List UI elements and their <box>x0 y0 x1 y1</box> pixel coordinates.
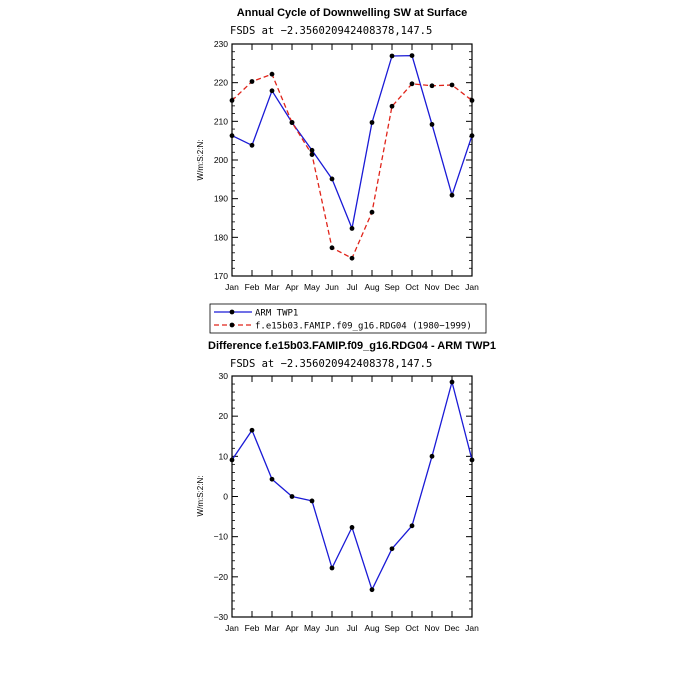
chart-1-series-1-point <box>389 53 395 59</box>
chart-2-y-tick-label: −20 <box>214 572 229 582</box>
chart-1-x-tick-label: Dec <box>444 282 460 292</box>
chart-2-series-1-point <box>389 546 395 552</box>
chart-1-series-2-point <box>409 81 415 87</box>
chart-1-series-2-point <box>289 120 295 125</box>
chart-1-series-2-point <box>249 79 255 84</box>
chart-1-series-2-point <box>429 83 435 89</box>
chart-1-x-tick-label: Nov <box>424 282 440 292</box>
chart-2-series-1-point <box>449 379 455 385</box>
legend-marker-2 <box>229 322 235 328</box>
chart-1-series-1-point <box>229 133 235 139</box>
legend-label-1: ARM TWP1 <box>255 309 298 319</box>
chart-1-title: Annual Cycle of Downwelling SW at Surfac… <box>237 7 467 19</box>
chart-1-series-1-point <box>469 133 475 139</box>
chart-2-y-tick-label: 0 <box>223 492 228 502</box>
difference-chart: Difference f.e15b03.FAMIP.f09_g16.RDG04 … <box>196 340 496 633</box>
chart-2-x-tick-label: Sep <box>384 623 399 633</box>
chart-2-x-tick-label: Aug <box>364 623 379 633</box>
chart-2-series-1-line <box>231 381 473 591</box>
chart-2-series-1-point <box>289 494 295 499</box>
legend-box <box>209 303 487 334</box>
chart-2-y-axis-label: W/m:S:2:N: <box>196 476 205 517</box>
chart-1-series-2-point <box>329 245 335 251</box>
chart-2-series-1-point <box>409 523 415 529</box>
chart-1-x-tick-label: Jan <box>225 282 239 292</box>
chart-1-series-2-point <box>449 82 455 88</box>
chart-2-x-tick-label: Jan <box>225 623 239 633</box>
chart-1-series-1-point <box>369 120 375 125</box>
chart-1-y-axis-label: W/m:S:2:N: <box>196 140 205 181</box>
chart-1-y-tick-label: 180 <box>214 232 228 242</box>
chart-2-plot-frame <box>231 375 473 618</box>
chart-2-y-tick-label: 30 <box>219 371 229 381</box>
chart-1-y-tick-label: 220 <box>214 78 228 88</box>
chart-1-x-tick-label: Sep <box>384 282 399 292</box>
chart-1-subtitle: FSDS at −2.356020942408378,147.5 <box>230 25 432 37</box>
chart-2-series-1-point <box>309 498 315 504</box>
chart-1-series-2-point <box>389 103 395 109</box>
annual-cycle-chart: Annual Cycle of Downwelling SW at Surfac… <box>196 7 479 292</box>
chart-1-series-2-point <box>269 71 275 77</box>
chart-2-series-1-point <box>229 457 235 463</box>
chart-2-title: Difference f.e15b03.FAMIP.f09_g16.RDG04 … <box>208 340 496 352</box>
chart-2-x-tick-label: Mar <box>265 623 280 633</box>
chart-2-series-1-point <box>469 457 475 463</box>
chart-2-x-tick-label: Nov <box>424 623 440 633</box>
chart-1-series-1-point <box>429 122 435 127</box>
chart-1-x-tick-label: Feb <box>245 282 260 292</box>
chart-1-series-1-point <box>249 142 255 148</box>
chart-2-series-1-point <box>369 587 375 593</box>
chart-2-series-1-point <box>349 525 355 530</box>
legend-label-2: f.e15b03.FAMIP.f09_g16.RDG04 (1980−1999) <box>255 322 472 332</box>
chart-2-x-tick-label: Jul <box>347 623 358 633</box>
chart-2-series-1-point <box>329 565 335 571</box>
chart-1-y-tick-label: 210 <box>214 116 228 126</box>
chart-2-x-tick-label: Jan <box>465 623 479 633</box>
chart-1-series-2-point <box>369 209 375 215</box>
chart-1-x-tick-label: May <box>304 282 321 292</box>
chart-2-series-1-point <box>249 427 255 433</box>
chart-1-series-2-point <box>309 152 315 157</box>
chart-1-y-tick-label: 190 <box>214 194 228 204</box>
chart-2-x-tick-label: May <box>304 623 321 633</box>
chart-1-y-tick-label: 170 <box>214 271 228 281</box>
chart-1-series-1-point <box>449 192 455 198</box>
chart-2-series-1-point <box>429 453 435 459</box>
chart-1-series-2-point <box>349 255 355 261</box>
chart-1-series-1-point <box>409 53 415 58</box>
chart-2-y-tick-label: −10 <box>214 532 229 542</box>
chart-2-x-tick-label: Apr <box>285 623 298 633</box>
chart-1-series-2-point <box>469 98 475 103</box>
chart-1-x-tick-label: Jan <box>465 282 479 292</box>
chart-1-series-1-line <box>231 54 473 230</box>
chart-1-series-1-point <box>349 226 355 231</box>
chart-1-series-1-point <box>269 88 275 94</box>
chart-2-x-tick-label: Oct <box>405 623 419 633</box>
chart-1-x-tick-label: Oct <box>405 282 419 292</box>
chart-2-x-tick-label: Dec <box>444 623 460 633</box>
chart-2-x-tick-label: Jun <box>325 623 339 633</box>
chart-1-series-2-point <box>229 98 235 103</box>
chart-1-series-1-point <box>309 147 315 153</box>
chart-1-x-tick-label: Apr <box>285 282 298 292</box>
chart-2-x-tick-label: Feb <box>245 623 260 633</box>
chart-1-x-tick-label: Aug <box>364 282 379 292</box>
chart-1-plot-frame <box>231 43 473 277</box>
legend-marker-1 <box>229 309 235 315</box>
chart-1-x-tick-label: Mar <box>265 282 280 292</box>
chart-2-subtitle: FSDS at −2.356020942408378,147.5 <box>230 358 432 370</box>
chart-2-series-1-point <box>269 476 275 482</box>
chart-1-x-tick-label: Jul <box>347 282 358 292</box>
chart-1-x-tick-label: Jun <box>325 282 339 292</box>
chart-1-legend: ARM TWP1 f.e15b03.FAMIP.f09_g16.RDG04 (19… <box>209 303 487 334</box>
chart-2-y-tick-label: −30 <box>214 612 229 622</box>
chart-1-series-1-point <box>329 176 335 182</box>
chart-2-y-tick-label: 10 <box>219 451 229 461</box>
chart-1-y-tick-label: 230 <box>214 39 228 49</box>
chart-2-y-tick-label: 20 <box>219 411 229 421</box>
chart-1-y-tick-label: 200 <box>214 155 228 165</box>
